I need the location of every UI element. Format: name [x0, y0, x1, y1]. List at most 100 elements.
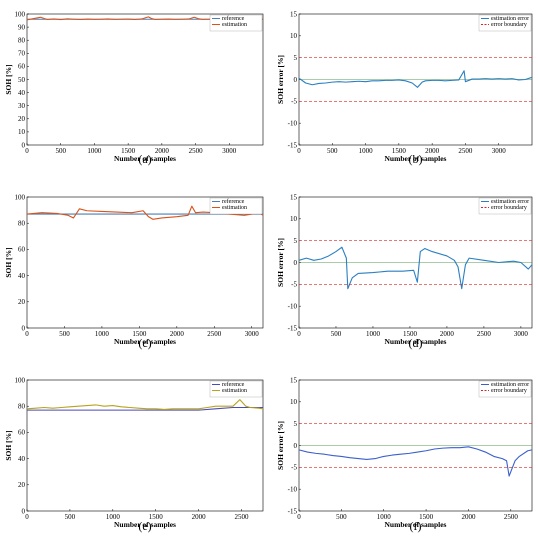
x-axis-label: Number of samples: [385, 520, 447, 529]
y-tick-label: 0: [22, 324, 26, 332]
y-tick-label: 90: [18, 23, 26, 31]
y-tick-label: 10: [290, 215, 298, 223]
legend: [478, 197, 532, 215]
panel-d: 0 500 1000 1500 2000 2500 3000 -15 -10 -5 0 5 10 15 Nu…: [276, 193, 533, 350]
y-tick-label: 5: [294, 237, 298, 245]
panel-f: 0 500 1000 1500 2000 2500 -15 -10 -5 0 5 10 15 Number…: [276, 376, 533, 533]
y-tick-label: 0: [294, 442, 298, 450]
y-tick-label: 10: [290, 32, 298, 40]
y-tick-label: 20: [18, 298, 26, 306]
y-axis-label: SOH error [%]: [276, 55, 285, 104]
x-tick-label: 500: [59, 330, 70, 338]
x-tick-label: 1000: [377, 513, 392, 521]
x-tick-label: 1500: [149, 513, 164, 521]
y-tick-label: 30: [18, 102, 26, 110]
x-tick-label: 0: [25, 513, 29, 521]
y-tick-label: 40: [18, 272, 26, 280]
x-tick-label: 1500: [419, 513, 434, 521]
y-tick-label: 5: [294, 420, 298, 428]
y-tick-label: -5: [291, 98, 297, 106]
legend: [209, 380, 263, 398]
y-axis-label: SOH [%]: [4, 247, 13, 277]
x-tick-label: 2500: [189, 147, 204, 155]
y-tick-label: 0: [22, 507, 26, 515]
legend-entry: reference: [222, 381, 245, 388]
x-tick-label: 0: [25, 330, 29, 338]
y-tick-label: 40: [18, 89, 26, 97]
x-axis-label: Number of samples: [114, 520, 176, 529]
y-tick-label: -10: [288, 119, 298, 127]
y-tick-label: 40: [18, 455, 26, 463]
x-tick-label: 500: [65, 513, 76, 521]
y-axis-label: SOH error [%]: [276, 238, 285, 287]
x-tick-label: 2000: [425, 147, 440, 155]
y-tick-label: 5: [294, 54, 298, 62]
x-tick-label: 1500: [403, 330, 418, 338]
panel-e: 0 500 1000 1500 2000 2500 0 20 40 60 80 100 Number o…: [4, 376, 264, 533]
y-tick-label: 0: [22, 141, 26, 149]
x-tick-label: 2500: [458, 147, 473, 155]
legend-entry: error boundary: [491, 388, 527, 394]
panel-caption: (d): [409, 336, 423, 350]
plot-area: [26, 379, 264, 512]
y-tick-label: 80: [18, 220, 26, 228]
x-tick-label: 2500: [235, 513, 250, 521]
panel-caption: (f): [410, 519, 422, 533]
y-axis-label: SOH [%]: [4, 430, 13, 460]
x-tick-label: 500: [336, 513, 347, 521]
x-tick-label: 1500: [121, 147, 136, 155]
legend-entry: estimation error: [491, 382, 529, 388]
panel-caption: (c): [138, 336, 151, 350]
x-axis-label: Number of samples: [385, 154, 447, 163]
legend: [209, 14, 263, 32]
y-tick-label: 0: [294, 259, 298, 267]
x-tick-label: 1500: [392, 147, 407, 155]
legend: [209, 197, 263, 215]
x-tick-label: 500: [327, 147, 338, 155]
legend-entry: estimation error: [491, 16, 529, 22]
panel-a: 0 500 1000 1500 2000 2500 3000 0 10 20 30 40 50 60 70 8…: [4, 10, 264, 166]
x-tick-label: 3000: [492, 147, 507, 155]
x-tick-label: 0: [297, 513, 301, 521]
y-tick-label: 10: [290, 398, 298, 406]
y-tick-label: 60: [18, 429, 26, 437]
y-tick-label: 100: [15, 10, 26, 18]
y-axis-label: SOH [%]: [4, 64, 13, 94]
y-tick-label: 0: [294, 76, 298, 84]
x-tick-label: 2000: [461, 513, 476, 521]
x-axis-label: Number of samples: [114, 337, 176, 346]
y-tick-label: 15: [290, 10, 298, 18]
x-tick-label: 1000: [106, 513, 121, 521]
series-estimation-error: [298, 70, 533, 88]
x-tick-label: 1500: [132, 330, 147, 338]
y-tick-label: 60: [18, 246, 26, 254]
x-tick-label: 2000: [192, 513, 207, 521]
legend: [478, 380, 532, 398]
series-estimation-error: [298, 446, 533, 477]
y-tick-label: 15: [290, 376, 298, 384]
y-tick-label: 100: [15, 193, 26, 201]
y-tick-label: -10: [288, 302, 298, 310]
legend-entry: reference: [222, 198, 245, 205]
y-tick-label: 100: [15, 376, 26, 384]
x-tick-label: 0: [297, 147, 301, 155]
x-axis-label: Number of samples: [385, 337, 447, 346]
legend-entry: reference: [222, 15, 245, 22]
x-tick-label: 2500: [477, 330, 492, 338]
panel-caption: (b): [409, 152, 423, 166]
legend: [478, 14, 532, 32]
x-tick-label: 1000: [366, 330, 381, 338]
x-tick-label: 3000: [222, 147, 237, 155]
x-tick-label: 3000: [514, 330, 529, 338]
panel-b: 0 500 1000 1500 2000 2500 3000 -15 -10 -5 0 5 10 15 Nu…: [276, 10, 533, 166]
legend-entry: error boundary: [491, 22, 527, 28]
y-tick-label: 20: [18, 481, 26, 489]
y-tick-label: 10: [18, 128, 26, 136]
y-tick-label: -15: [288, 141, 298, 149]
legend-entry: estimation: [222, 22, 247, 28]
x-tick-label: 2500: [207, 330, 222, 338]
y-tick-label: 60: [18, 63, 26, 71]
y-tick-label: -15: [288, 507, 298, 515]
x-tick-label: 0: [297, 330, 301, 338]
legend-entry: estimation error: [491, 199, 529, 205]
